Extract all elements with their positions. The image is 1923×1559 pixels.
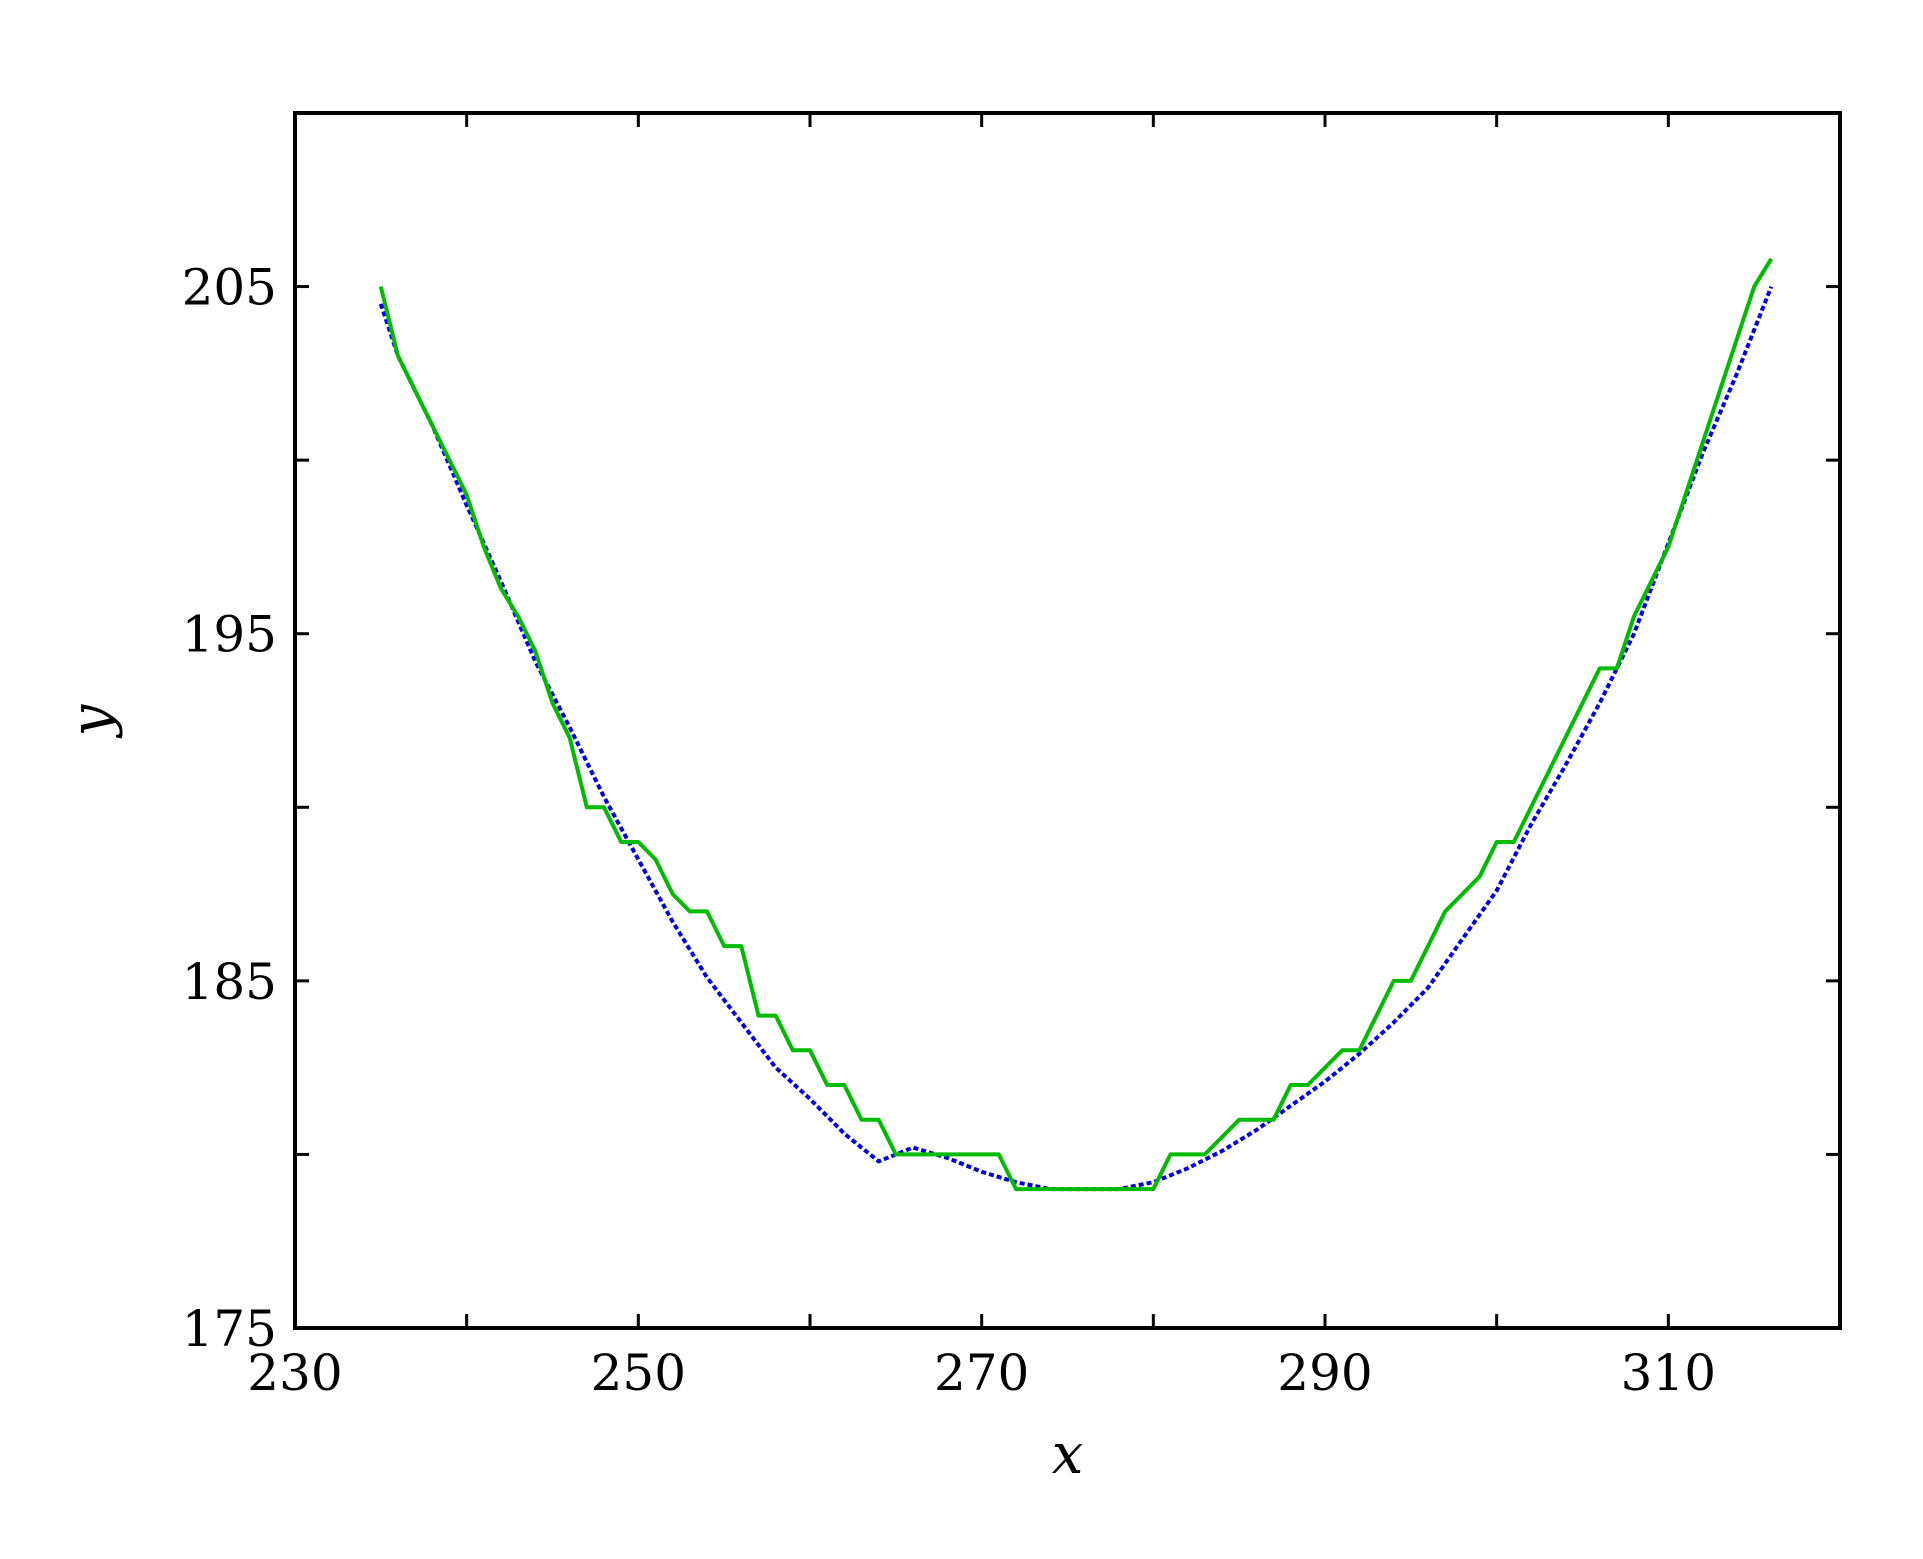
plot-frame (293, 111, 1842, 1330)
x-tick-label: 270 (934, 1344, 1029, 1402)
x-tick-label: 230 (247, 1344, 342, 1402)
y-tick-label: 185 (182, 953, 277, 1011)
x-tick-label: 250 (591, 1344, 686, 1402)
x-tick-label: 290 (1277, 1344, 1372, 1402)
y-axis-label: y (59, 703, 124, 739)
series-line-2 (378, 257, 1774, 1192)
x-axis-label: x (1052, 1422, 1084, 1487)
y-tick-label: 175 (182, 1300, 277, 1358)
ticks-layer (293, 113, 1840, 1330)
labels-layer: 230 250 270 290 310 175 185 195 205 (182, 259, 1716, 1402)
x-tick-label: 310 (1621, 1344, 1716, 1402)
series-layer (378, 257, 1774, 1192)
y-tick-label: 195 (182, 606, 277, 664)
y-tick-label: 205 (182, 259, 277, 317)
